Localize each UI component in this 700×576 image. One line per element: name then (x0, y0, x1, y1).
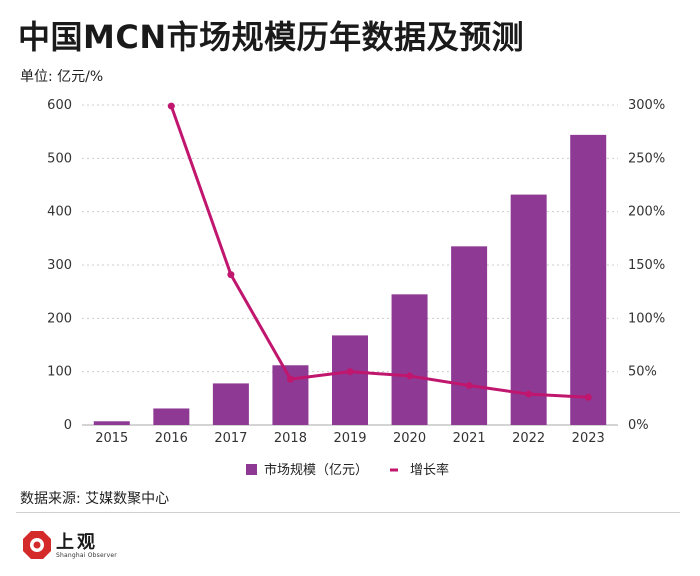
growth-point-2017 (227, 271, 235, 279)
y-left-tick-label: 600 (47, 98, 72, 113)
x-tick-label: 2022 (512, 431, 545, 446)
unit-label: 单位: 亿元/% (20, 69, 104, 85)
bar-2018 (272, 365, 309, 425)
growth-point-2021 (465, 382, 473, 390)
bar-2019 (332, 335, 368, 425)
y-right-tick-label: 250% (628, 151, 665, 166)
logo-name: 上观 (56, 532, 98, 553)
y-left-tick-label: 500 (47, 151, 72, 166)
bar-2016 (153, 408, 190, 425)
shangguan-logo: 上观 Shanghai Observer (22, 526, 142, 570)
bar-2023 (570, 134, 607, 425)
growth-point-2022 (525, 390, 533, 398)
y-right-tick-label: 300% (628, 98, 665, 113)
legend-bar-swatch (246, 464, 257, 475)
x-tick-label: 2018 (274, 431, 307, 446)
growth-point-2020 (406, 372, 414, 380)
y-right-tick-label: 0% (628, 418, 649, 433)
bar-2017 (212, 383, 249, 425)
x-tick-label: 2017 (214, 431, 247, 446)
logo-subtitle: Shanghai Observer (56, 552, 117, 559)
logo-emblem-icon (23, 531, 51, 559)
bar-2021 (451, 246, 488, 425)
y-right-tick-label: 150% (628, 258, 665, 273)
growth-point-2018 (286, 375, 294, 383)
y-right-tick-label: 50% (628, 365, 657, 380)
growth-rate-line (169, 105, 589, 399)
x-tick-label: 2020 (393, 431, 426, 446)
growth-point-2016 (167, 102, 175, 110)
growth-point-2019 (346, 368, 354, 376)
y-left-tick-label: 100 (47, 365, 72, 380)
y-left-tick-label: 400 (47, 205, 72, 220)
y-left-tick-label: 300 (47, 258, 72, 273)
legend-bar-label: 市场规模（亿元） (264, 462, 368, 478)
bar-2020 (391, 294, 428, 425)
x-tick-label: 2019 (333, 431, 366, 446)
bar-2022 (510, 194, 547, 425)
x-tick-label: 2023 (572, 431, 605, 446)
x-tick-label: 2016 (155, 431, 188, 446)
y-right-tick-label: 200% (628, 205, 665, 220)
x-tick-label: 2015 (95, 431, 128, 446)
y-left-tick-label: 200 (47, 311, 72, 326)
bar-2015 (93, 421, 130, 425)
chart-title: 中国MCN市场规模历年数据及预测 (18, 18, 525, 56)
legend-line-label: 增长率 (410, 462, 449, 478)
footer-divider (16, 512, 680, 513)
x-tick-label: 2021 (453, 431, 486, 446)
source-note: 数据来源: 艾媒数聚中心 (20, 491, 170, 507)
y-right-tick-label: 100% (628, 311, 665, 326)
combo-chart: 0 100 200 300 400 500 600 0% 50% 100% 150% 200% 250%… (47, 98, 665, 478)
y-left-tick-label: 0 (64, 418, 72, 433)
growth-point-2023 (584, 393, 592, 401)
